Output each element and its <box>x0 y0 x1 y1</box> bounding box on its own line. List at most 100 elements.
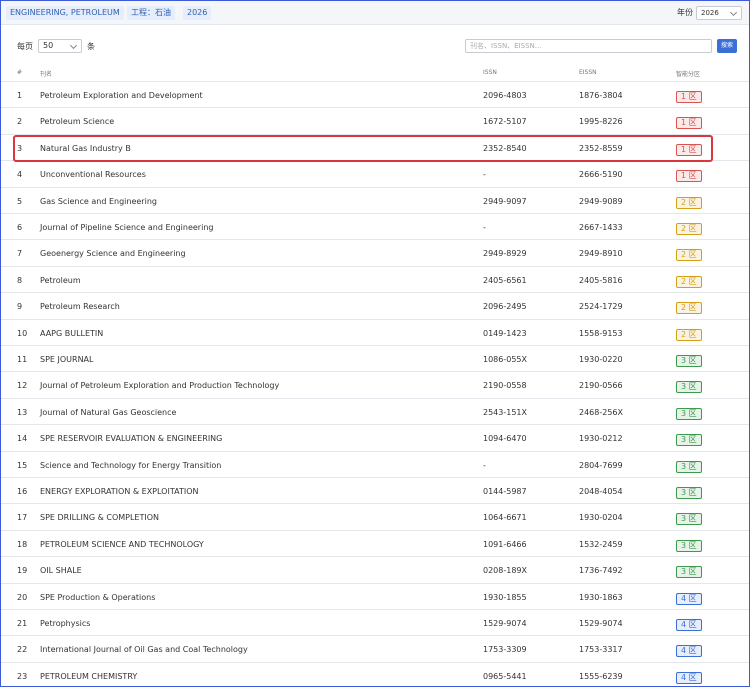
table-cell: 11 <box>17 355 28 364</box>
category-tag[interactable]: ENGINEERING, PETROLEUM <box>6 6 124 20</box>
table-cell: 16 <box>17 487 28 496</box>
header-cell: EISSN <box>579 69 597 76</box>
table-cell: 13 <box>17 407 28 417</box>
table-cell: 2949-8910 <box>579 249 623 259</box>
table-cell: 2405-5816 <box>579 275 623 285</box>
table-row: 2 Petroleum Science 1672-5107 1995-8226 1 区 <box>1 108 749 135</box>
year-tag[interactable]: 2026 <box>183 6 212 20</box>
zone-badge: 4 区 <box>676 592 702 605</box>
table-cell: 2 <box>17 117 23 127</box>
table-row: 22 International Journal of Oil Gas and C… <box>1 636 749 663</box>
search-button[interactable]: 搜索 <box>717 39 737 53</box>
table-row: 14 SPE RESERVOIR EVALUATION & ENGINEERING… <box>1 425 749 452</box>
table-cell: 2666-5190 <box>579 170 623 180</box>
table-cell: 1736-7492 <box>579 566 623 576</box>
table-cell: 2096-2495 <box>483 302 527 312</box>
table-cell: 12 <box>17 381 28 391</box>
table-cell: 1532-2459 <box>579 539 623 549</box>
journal-name: Petroleum Research <box>40 302 120 312</box>
table-row: 18 PETROLEUM SCIENCE AND TECHNOLOGY 1091-6… <box>1 531 749 558</box>
table-cell: 19 <box>17 566 28 576</box>
journal-name: AAPG BULLETIN <box>40 328 104 338</box>
zone-badge: 3 区 <box>676 539 702 552</box>
journal-name: Unconventional Resources <box>40 170 146 180</box>
table-row: 19 OIL SHALE 0208-189X 1736-7492 3 区 <box>1 557 749 584</box>
zone-badge: 2 区 <box>676 196 702 209</box>
table-cell: 1930-0212 <box>579 434 623 444</box>
header-cell: 刊名 <box>40 71 53 78</box>
table-row: 7 Geoenergy Science and Engineering 2949-8… <box>1 240 749 267</box>
journal-name: Gas Science and Engineering <box>40 196 157 206</box>
zone-badge: 1 区 <box>676 117 702 130</box>
journal-name: SPE JOURNAL <box>40 355 94 364</box>
table-cell: 1086-055X <box>483 355 527 364</box>
journal-name: Science and Technology for Energy Transi… <box>40 460 222 470</box>
table-cell: 23 <box>17 671 28 681</box>
table-cell: 2048-4054 <box>579 487 623 496</box>
table-cell: 2352-8540 <box>483 143 527 153</box>
table-row: 21 Petrophysics 1529-9074 1529-9074 4 区 <box>1 610 749 637</box>
table-cell: 2804-7699 <box>579 460 623 470</box>
table-row: 15 Science and Technology for Energy Tran… <box>1 452 749 478</box>
table-cell: 20 <box>17 592 28 602</box>
table-cell: 2096-4803 <box>483 91 527 100</box>
table-row: 10 AAPG BULLETIN 0149-1423 1558-9153 2 区 <box>1 320 749 346</box>
table-cell: 1672-5107 <box>483 117 527 127</box>
journal-name: PETROLEUM CHEMISTRY <box>40 671 138 681</box>
table-cell: 1 <box>17 91 23 100</box>
table-cell: 1529-9074 <box>579 619 623 628</box>
journal-name: Geoenergy Science and Engineering <box>40 249 186 259</box>
zone-badge: 1 区 <box>676 143 702 156</box>
table-row: 20 SPE Production & Operations 1930-1855 19… <box>1 584 749 610</box>
journal-name: Petroleum <box>40 275 81 285</box>
table-cell: - <box>483 460 486 470</box>
journal-name: Petrophysics <box>40 619 91 628</box>
table-cell: 2543-151X <box>483 407 527 417</box>
category-cn-tag[interactable]: 工程：石油 <box>127 6 175 20</box>
table-cell: 18 <box>17 539 28 549</box>
per-page-select[interactable]: 50 <box>38 39 82 53</box>
table-cell: 2405-6561 <box>483 275 527 285</box>
table-cell: 1930-0220 <box>579 355 623 364</box>
table-cell: 6 <box>17 223 23 232</box>
table-cell: 15 <box>17 460 28 470</box>
zone-badge: 4 区 <box>676 671 702 684</box>
table-cell: 1064-6671 <box>483 513 527 523</box>
zone-badge: 2 区 <box>676 275 702 288</box>
table-cell: 2190-0566 <box>579 381 623 391</box>
table-cell: - <box>483 223 486 232</box>
table-cell: 1094-6470 <box>483 434 527 444</box>
journal-name: Journal of Petroleum Exploration and Pro… <box>40 381 280 391</box>
table-row: 13 Journal of Natural Gas Geoscience 2543-… <box>1 399 749 426</box>
table-cell: 1555-6239 <box>579 671 623 681</box>
table-row: 4 Unconventional Resources - 2666-5190 1 区 <box>1 161 749 188</box>
per-page-label: 每页 <box>17 42 33 51</box>
table-cell: 5 <box>17 196 23 206</box>
zone-badge: 4 区 <box>676 619 702 631</box>
table-cell: 2524-1729 <box>579 302 623 312</box>
table-cell: 10 <box>17 328 28 338</box>
zone-badge: 3 区 <box>676 407 702 420</box>
table-cell: 2468-256X <box>579 407 623 417</box>
journal-name: PETROLEUM SCIENCE AND TECHNOLOGY <box>40 539 204 549</box>
journal-name: SPE Production & Operations <box>40 592 156 602</box>
table-cell: 2190-0558 <box>483 381 527 391</box>
journal-name: SPE DRILLING & COMPLETION <box>40 513 160 523</box>
table-cell: 22 <box>17 645 28 655</box>
zone-badge: 3 区 <box>676 513 702 526</box>
year-select[interactable]: 2026 <box>696 6 742 20</box>
table-cell: 1930-1863 <box>579 592 623 602</box>
table-row: 11 SPE JOURNAL 1086-055X 1930-0220 3 区 <box>1 346 749 373</box>
table-row: 23 PETROLEUM CHEMISTRY 0965-5441 1555-6239 4… <box>1 663 749 686</box>
zone-badge: 4 区 <box>676 645 702 658</box>
table-cell: 2949-8929 <box>483 249 527 259</box>
zone-badge: 3 区 <box>676 381 702 394</box>
search-input[interactable]: 刊名、ISSN、EISSN... <box>465 39 712 53</box>
journal-name: ENERGY EXPLORATION & EXPLOITATION <box>40 487 199 496</box>
journal-name: Natural Gas Industry B <box>40 143 131 153</box>
table-cell: 3 <box>17 143 23 153</box>
table-row: 6 Journal of Pipeline Science and Enginee… <box>1 214 749 241</box>
table-row: 9 Petroleum Research 2096-2495 2524-1729 2 区 <box>1 293 749 320</box>
table-cell: 1558-9153 <box>579 328 623 338</box>
